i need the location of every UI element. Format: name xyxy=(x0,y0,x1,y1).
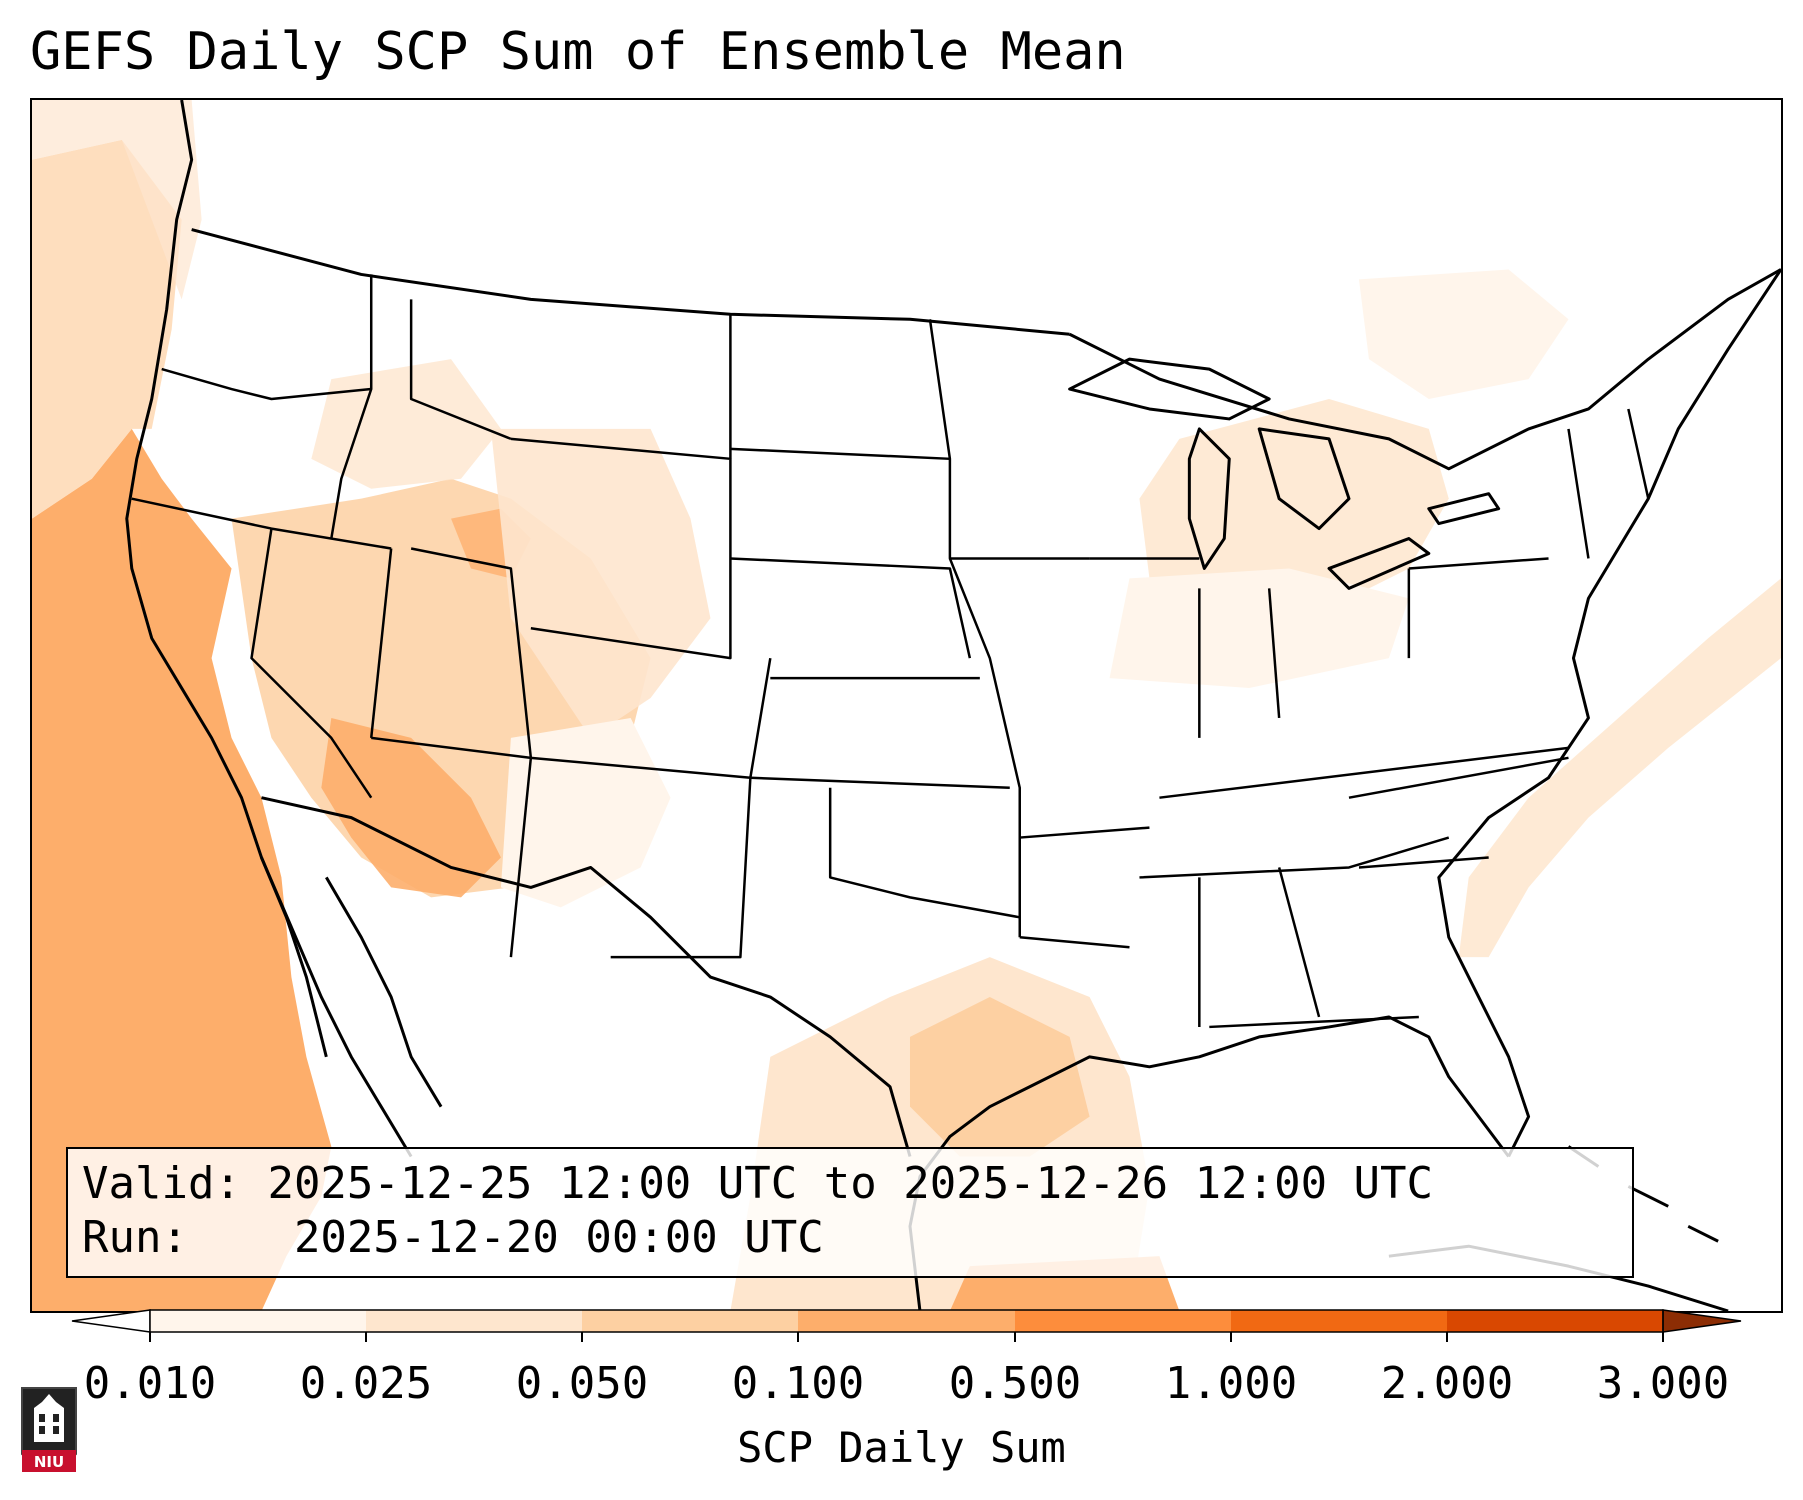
border-ia-mo xyxy=(948,558,1021,938)
border-nm-tx xyxy=(610,777,752,959)
border-mo-ar xyxy=(1019,826,1150,839)
border-nv-ca xyxy=(250,528,373,799)
border-sd-ne xyxy=(730,557,972,659)
border-ar-la xyxy=(1019,935,1130,949)
valid-label: Valid: xyxy=(82,1158,241,1209)
colorbar-tick-label: 0.025 xyxy=(299,1358,433,1409)
valid-line: Valid: 2025-12-25 12:00 UTC to 2025-12-2… xyxy=(82,1157,1618,1211)
colorbar-tick-label: 2.000 xyxy=(1380,1358,1514,1409)
border-ok-tx xyxy=(828,787,1020,919)
border-wa-or xyxy=(161,367,372,401)
border-al-ga xyxy=(1277,867,1321,1018)
lake-ontario xyxy=(1427,492,1501,526)
border-mn-ia xyxy=(928,319,1090,560)
shade-pacific-high xyxy=(32,428,332,1311)
shade-new-mexico xyxy=(500,717,671,908)
border-49th-parallel xyxy=(191,228,1070,336)
us-mexico-border xyxy=(261,796,912,1157)
map-panel xyxy=(30,98,1783,1313)
border-in-oh xyxy=(1267,588,1281,719)
border-pa-ny xyxy=(1408,557,1549,570)
validity-info-box: Valid: 2025-12-25 12:00 UTC to 2025-12-2… xyxy=(66,1147,1634,1278)
border-nv-ut xyxy=(369,548,393,739)
logo-banner xyxy=(22,1450,76,1472)
colorbar-tick-label: 0.500 xyxy=(948,1358,1082,1409)
gulf-of-california-coast xyxy=(325,876,443,1108)
colorbar-tick-label: 1.000 xyxy=(1164,1358,1298,1409)
colorbar-segment xyxy=(366,1310,582,1332)
atlantic-coastline xyxy=(1437,268,1781,1158)
border-mt xyxy=(409,299,732,459)
chart-title: GEFS Daily SCP Sum of Ensemble Mean xyxy=(30,22,1126,82)
lake-erie xyxy=(1327,537,1431,590)
colorbar-segment xyxy=(1015,1310,1231,1332)
run-line: Run: 2025-12-20 00:00 UTC xyxy=(82,1211,1618,1265)
border-ut-wy-co xyxy=(410,547,533,758)
shade-northeast xyxy=(1358,269,1569,400)
colorbar-tick-label: 3.000 xyxy=(1596,1358,1730,1409)
lake-michigan xyxy=(1187,427,1231,570)
colorbar-tick-label: 0.100 xyxy=(731,1358,865,1409)
colorbar-label: SCP Daily Sum xyxy=(737,1423,1066,1472)
scp-shading xyxy=(32,100,1781,1311)
shade-atlantic xyxy=(1458,578,1781,958)
colorbar-segment xyxy=(1447,1310,1663,1332)
logo-text: NIU xyxy=(34,1453,64,1471)
shade-pacific-faint xyxy=(32,100,202,300)
border-nd-sd xyxy=(730,447,950,461)
border-nc-sc xyxy=(1358,856,1489,869)
border-az-ut xyxy=(371,736,532,760)
baja-coastline xyxy=(260,856,413,1158)
shade-southwest-high xyxy=(321,717,501,898)
colorbar xyxy=(71,1309,1742,1342)
shade-colorado xyxy=(490,428,711,738)
niu-logo: NIU xyxy=(21,1387,77,1472)
colorbar-segment xyxy=(1231,1310,1447,1332)
border-id-west xyxy=(330,274,373,539)
shade-ohio-valley xyxy=(1109,568,1409,689)
border-tn-south xyxy=(1139,836,1450,879)
run-label: Run: xyxy=(82,1212,188,1263)
shade-gulf-mid xyxy=(909,997,1090,1157)
colorbar-segment xyxy=(582,1310,798,1332)
valid-value: 2025-12-25 12:00 UTC to 2025-12-26 12:00… xyxy=(267,1158,1434,1209)
lake-superior xyxy=(1068,357,1271,421)
border-az-nm xyxy=(509,757,533,958)
border-new-england xyxy=(1567,408,1650,559)
border-ks-ok xyxy=(750,776,1010,789)
colorbar-under-arrow xyxy=(71,1309,151,1333)
border-ky-tn xyxy=(1159,746,1569,799)
state-borders xyxy=(131,274,1650,1029)
run-value: 2025-12-20 00:00 UTC xyxy=(293,1212,824,1263)
logo-windows xyxy=(39,1414,59,1434)
colorbar-segment xyxy=(798,1310,1015,1332)
border-ga-fl xyxy=(1209,1015,1419,1029)
lake-huron xyxy=(1257,427,1351,531)
border-va-nc xyxy=(1348,756,1569,799)
colorbar-over-arrow xyxy=(1662,1309,1742,1333)
colorbar-segment xyxy=(150,1310,366,1332)
border-great-lakes xyxy=(1068,268,1781,471)
coastlines-and-borders xyxy=(125,100,1781,1311)
colorbar-tick-label: 0.010 xyxy=(83,1358,217,1409)
shade-great-lakes xyxy=(1139,399,1449,629)
colorbar-outline xyxy=(149,1309,1664,1333)
map-canvas xyxy=(32,100,1781,1311)
colorbar-tick-label: 0.050 xyxy=(515,1358,649,1409)
